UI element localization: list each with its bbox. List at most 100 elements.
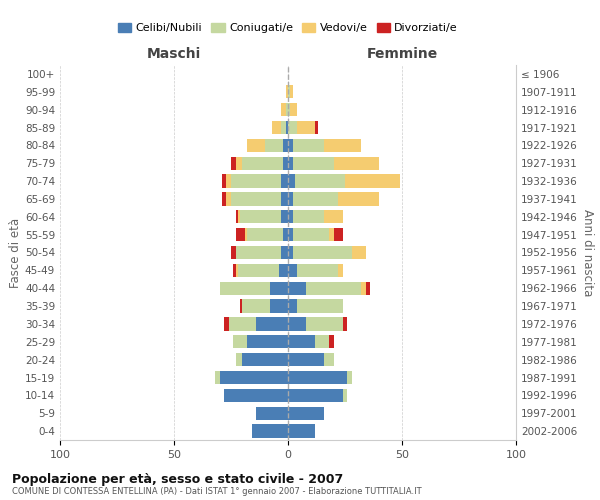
Bar bbox=[293, 138, 325, 152]
Bar bbox=[231, 246, 236, 259]
Bar bbox=[231, 156, 236, 170]
Bar bbox=[288, 228, 293, 241]
Bar bbox=[220, 282, 270, 295]
Text: Maschi: Maschi bbox=[147, 48, 201, 62]
Bar bbox=[297, 264, 338, 277]
Bar bbox=[226, 174, 231, 188]
Bar bbox=[222, 174, 226, 188]
Bar bbox=[365, 282, 370, 295]
Bar bbox=[283, 138, 288, 152]
Text: Femmine: Femmine bbox=[367, 48, 437, 62]
Bar bbox=[247, 228, 283, 241]
Bar bbox=[306, 282, 361, 295]
Bar bbox=[229, 317, 256, 330]
Y-axis label: Anni di nascita: Anni di nascita bbox=[581, 209, 594, 296]
Bar bbox=[231, 192, 281, 205]
Bar bbox=[281, 210, 288, 224]
Bar bbox=[343, 317, 347, 330]
Bar bbox=[288, 264, 297, 277]
Bar bbox=[240, 210, 281, 224]
Bar bbox=[238, 264, 279, 277]
Bar bbox=[288, 138, 293, 152]
Bar bbox=[286, 121, 288, 134]
Bar bbox=[306, 317, 343, 330]
Bar bbox=[316, 121, 317, 134]
Bar bbox=[222, 192, 226, 205]
Bar bbox=[242, 300, 270, 313]
Bar bbox=[329, 335, 334, 348]
Bar bbox=[281, 246, 288, 259]
Bar bbox=[338, 264, 343, 277]
Bar bbox=[270, 282, 288, 295]
Bar bbox=[297, 121, 316, 134]
Bar bbox=[316, 335, 329, 348]
Bar bbox=[288, 156, 293, 170]
Bar bbox=[288, 210, 293, 224]
Bar bbox=[290, 85, 293, 98]
Bar bbox=[288, 317, 306, 330]
Bar bbox=[283, 228, 288, 241]
Bar bbox=[288, 192, 293, 205]
Bar bbox=[265, 138, 283, 152]
Bar bbox=[334, 156, 379, 170]
Bar bbox=[236, 228, 245, 241]
Bar bbox=[240, 300, 242, 313]
Bar bbox=[256, 406, 288, 420]
Bar bbox=[281, 121, 286, 134]
Bar bbox=[281, 174, 288, 188]
Bar bbox=[242, 353, 288, 366]
Bar bbox=[293, 192, 338, 205]
Bar bbox=[288, 300, 297, 313]
Bar bbox=[295, 174, 345, 188]
Bar bbox=[293, 210, 325, 224]
Bar bbox=[325, 210, 343, 224]
Bar bbox=[281, 103, 286, 117]
Bar bbox=[288, 174, 295, 188]
Bar bbox=[279, 264, 288, 277]
Bar bbox=[288, 103, 290, 117]
Bar bbox=[329, 228, 334, 241]
Bar bbox=[288, 282, 306, 295]
Bar bbox=[236, 156, 242, 170]
Bar bbox=[233, 335, 247, 348]
Bar bbox=[281, 192, 288, 205]
Bar bbox=[288, 85, 290, 98]
Bar bbox=[288, 388, 343, 402]
Bar bbox=[288, 406, 325, 420]
Bar bbox=[226, 192, 231, 205]
Bar bbox=[270, 300, 288, 313]
Bar bbox=[293, 156, 334, 170]
Bar bbox=[236, 246, 281, 259]
Bar bbox=[343, 388, 347, 402]
Bar bbox=[245, 228, 247, 241]
Bar bbox=[288, 121, 297, 134]
Bar bbox=[233, 264, 236, 277]
Bar bbox=[238, 210, 240, 224]
Text: Popolazione per età, sesso e stato civile - 2007: Popolazione per età, sesso e stato civil… bbox=[12, 472, 343, 486]
Bar bbox=[215, 371, 220, 384]
Bar bbox=[236, 353, 242, 366]
Bar bbox=[347, 371, 352, 384]
Bar bbox=[286, 103, 288, 117]
Bar bbox=[220, 371, 288, 384]
Bar bbox=[288, 246, 293, 259]
Bar bbox=[236, 264, 238, 277]
Bar bbox=[345, 174, 400, 188]
Bar bbox=[290, 103, 297, 117]
Bar bbox=[334, 228, 343, 241]
Bar bbox=[338, 192, 379, 205]
Bar bbox=[247, 335, 288, 348]
Bar bbox=[352, 246, 365, 259]
Legend: Celibi/Nubili, Coniugati/e, Vedovi/e, Divorziati/e: Celibi/Nubili, Coniugati/e, Vedovi/e, Di… bbox=[113, 18, 463, 38]
Y-axis label: Fasce di età: Fasce di età bbox=[9, 218, 22, 288]
Bar bbox=[361, 282, 365, 295]
Bar bbox=[297, 300, 343, 313]
Bar bbox=[251, 424, 288, 438]
Bar bbox=[288, 335, 316, 348]
Bar bbox=[293, 228, 329, 241]
Bar bbox=[224, 317, 229, 330]
Text: COMUNE DI CONTESSA ENTELLINA (PA) - Dati ISTAT 1° gennaio 2007 - Elaborazione TU: COMUNE DI CONTESSA ENTELLINA (PA) - Dati… bbox=[12, 488, 422, 496]
Bar bbox=[272, 121, 281, 134]
Bar bbox=[231, 174, 281, 188]
Bar bbox=[286, 85, 288, 98]
